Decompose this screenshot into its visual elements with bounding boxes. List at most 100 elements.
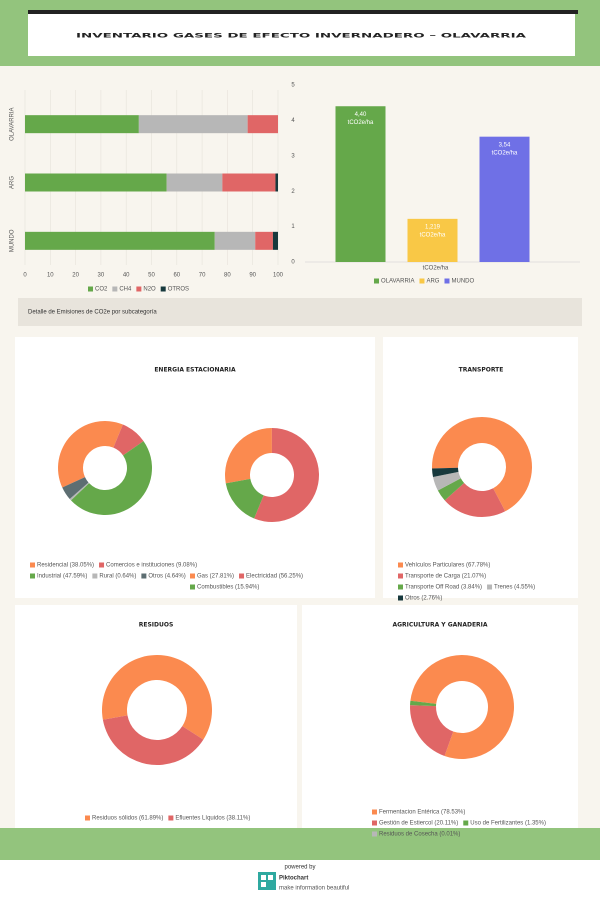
donut-slice — [58, 421, 123, 488]
donut-slice — [432, 417, 532, 512]
y-tick-label: 4 — [291, 118, 295, 124]
value-label: 1,219 — [425, 224, 441, 230]
donut-slice — [433, 471, 461, 491]
card-title: TRANSPORTE — [459, 367, 504, 374]
bar-segment — [247, 115, 278, 134]
bar-segment — [25, 115, 139, 134]
donut-slice — [254, 427, 319, 522]
bar-segment — [25, 173, 167, 192]
tagline: make information beautiful — [279, 886, 349, 892]
legend-label: N2O — [143, 287, 156, 293]
y-tick-label: 1 — [291, 224, 295, 230]
legend-label: Transporte de Carga (21.07%) — [405, 574, 486, 580]
bar-segment — [214, 231, 256, 250]
legend-label: Efluentes Líquidos (38.11%) — [175, 816, 250, 822]
value-label: 3,54 — [499, 142, 511, 148]
legend-swatch — [92, 573, 98, 579]
powered-by: powered by — [284, 865, 315, 871]
x-tick-label: 100 — [273, 273, 284, 279]
card — [383, 337, 578, 598]
bar-segment — [138, 115, 248, 134]
legend-swatch — [85, 815, 90, 821]
donut-slice — [225, 478, 264, 519]
legend-swatch — [136, 286, 142, 292]
legend-swatch — [372, 820, 377, 826]
legend-label: Comercios e instituciones (9.08%) — [106, 563, 197, 569]
bar-segment — [255, 231, 273, 250]
legend-label: Residuos sólidos (61.89%) — [92, 816, 163, 822]
legend-swatch — [398, 595, 403, 601]
legend-swatch — [372, 831, 377, 837]
x-tick-label: 50 — [148, 273, 155, 279]
legend-swatch — [398, 584, 403, 590]
legend-swatch — [112, 286, 118, 292]
legend-label: Gestión de Estiercol (20.11%) — [379, 821, 458, 827]
donut-slice — [113, 424, 144, 456]
card-title: AGRICULTURA Y GANADERIA — [392, 622, 487, 629]
bar-segment — [222, 173, 276, 192]
legend-swatch — [190, 573, 195, 579]
legend-swatch — [444, 278, 450, 284]
section-title: Detalle de Emisiones de CO2e por subcate… — [28, 310, 157, 316]
value-unit: tCO2e/ha — [348, 120, 374, 126]
donut-slice — [410, 655, 515, 759]
section-bar — [18, 298, 582, 326]
value-unit: tCO2e/ha — [420, 232, 446, 238]
bar-segment — [275, 173, 278, 192]
x-tick-label: 30 — [98, 273, 105, 279]
page-title: INVENTARIO GASES DE EFECTO INVERNADERO –… — [76, 33, 527, 40]
legend-label: Otros (2.76%) — [405, 596, 442, 602]
x-tick-label: tCO2e/ha — [423, 266, 449, 272]
legend-swatch — [463, 820, 469, 826]
donut-slice — [69, 482, 90, 501]
legend-swatch — [372, 809, 377, 815]
donut-slice — [101, 654, 212, 740]
donut-slice — [409, 705, 454, 756]
donut-slice — [410, 700, 437, 707]
legend-label: Residencial (38.05%) — [37, 563, 94, 569]
x-tick-label: 0 — [23, 273, 27, 279]
legend-label: Industrial (47.59%) — [37, 574, 87, 580]
legend-swatch — [168, 815, 174, 821]
x-tick-label: 40 — [123, 273, 130, 279]
y-tick-label: MUNDO — [10, 229, 16, 252]
legend-label: Otros (4.64%) — [148, 574, 185, 580]
y-tick-label: 2 — [291, 189, 295, 195]
legend-swatch — [398, 573, 403, 579]
y-tick-label: ARG — [10, 176, 16, 189]
legend-swatch — [30, 562, 35, 568]
value-unit: tCO2e/ha — [492, 150, 518, 156]
legend-label: Transporte Off Road (3.84%) — [405, 585, 482, 591]
legend-label: Combustibles (15.94%) — [197, 585, 259, 591]
legend-label: OTROS — [168, 287, 189, 293]
legend-swatch — [239, 573, 245, 579]
x-tick-label: 70 — [199, 273, 206, 279]
bar — [335, 106, 386, 263]
y-tick-label: OLAVARRIA — [10, 107, 16, 140]
y-tick-label: 0 — [291, 260, 295, 266]
bar-segment — [272, 231, 278, 250]
y-tick-label: 3 — [291, 153, 295, 159]
legend-label: Residuos de Cosecha (0.01%) — [379, 832, 460, 838]
legend-label: CH4 — [119, 287, 132, 293]
donut-slice — [432, 467, 459, 478]
x-tick-label: 20 — [72, 273, 79, 279]
legend-label: Vehículos Particulares (67.78%) — [405, 563, 490, 569]
x-tick-label: 90 — [249, 273, 256, 279]
header-rule — [28, 10, 578, 14]
card — [15, 605, 297, 828]
card — [302, 605, 578, 828]
value-label: 4,40 — [355, 112, 367, 118]
x-tick-label: 60 — [173, 273, 180, 279]
donut-slice — [70, 441, 153, 515]
legend-label: OLAVARRIA — [381, 279, 414, 285]
legend-swatch — [398, 562, 403, 568]
legend-label: MUNDO — [451, 279, 474, 285]
card-title: ENERGIA ESTACIONARIA — [154, 367, 236, 374]
legend-swatch — [141, 573, 147, 579]
brand: Piktochart — [279, 876, 308, 882]
bar-segment — [166, 173, 223, 192]
y-tick-label: 5 — [291, 83, 295, 89]
